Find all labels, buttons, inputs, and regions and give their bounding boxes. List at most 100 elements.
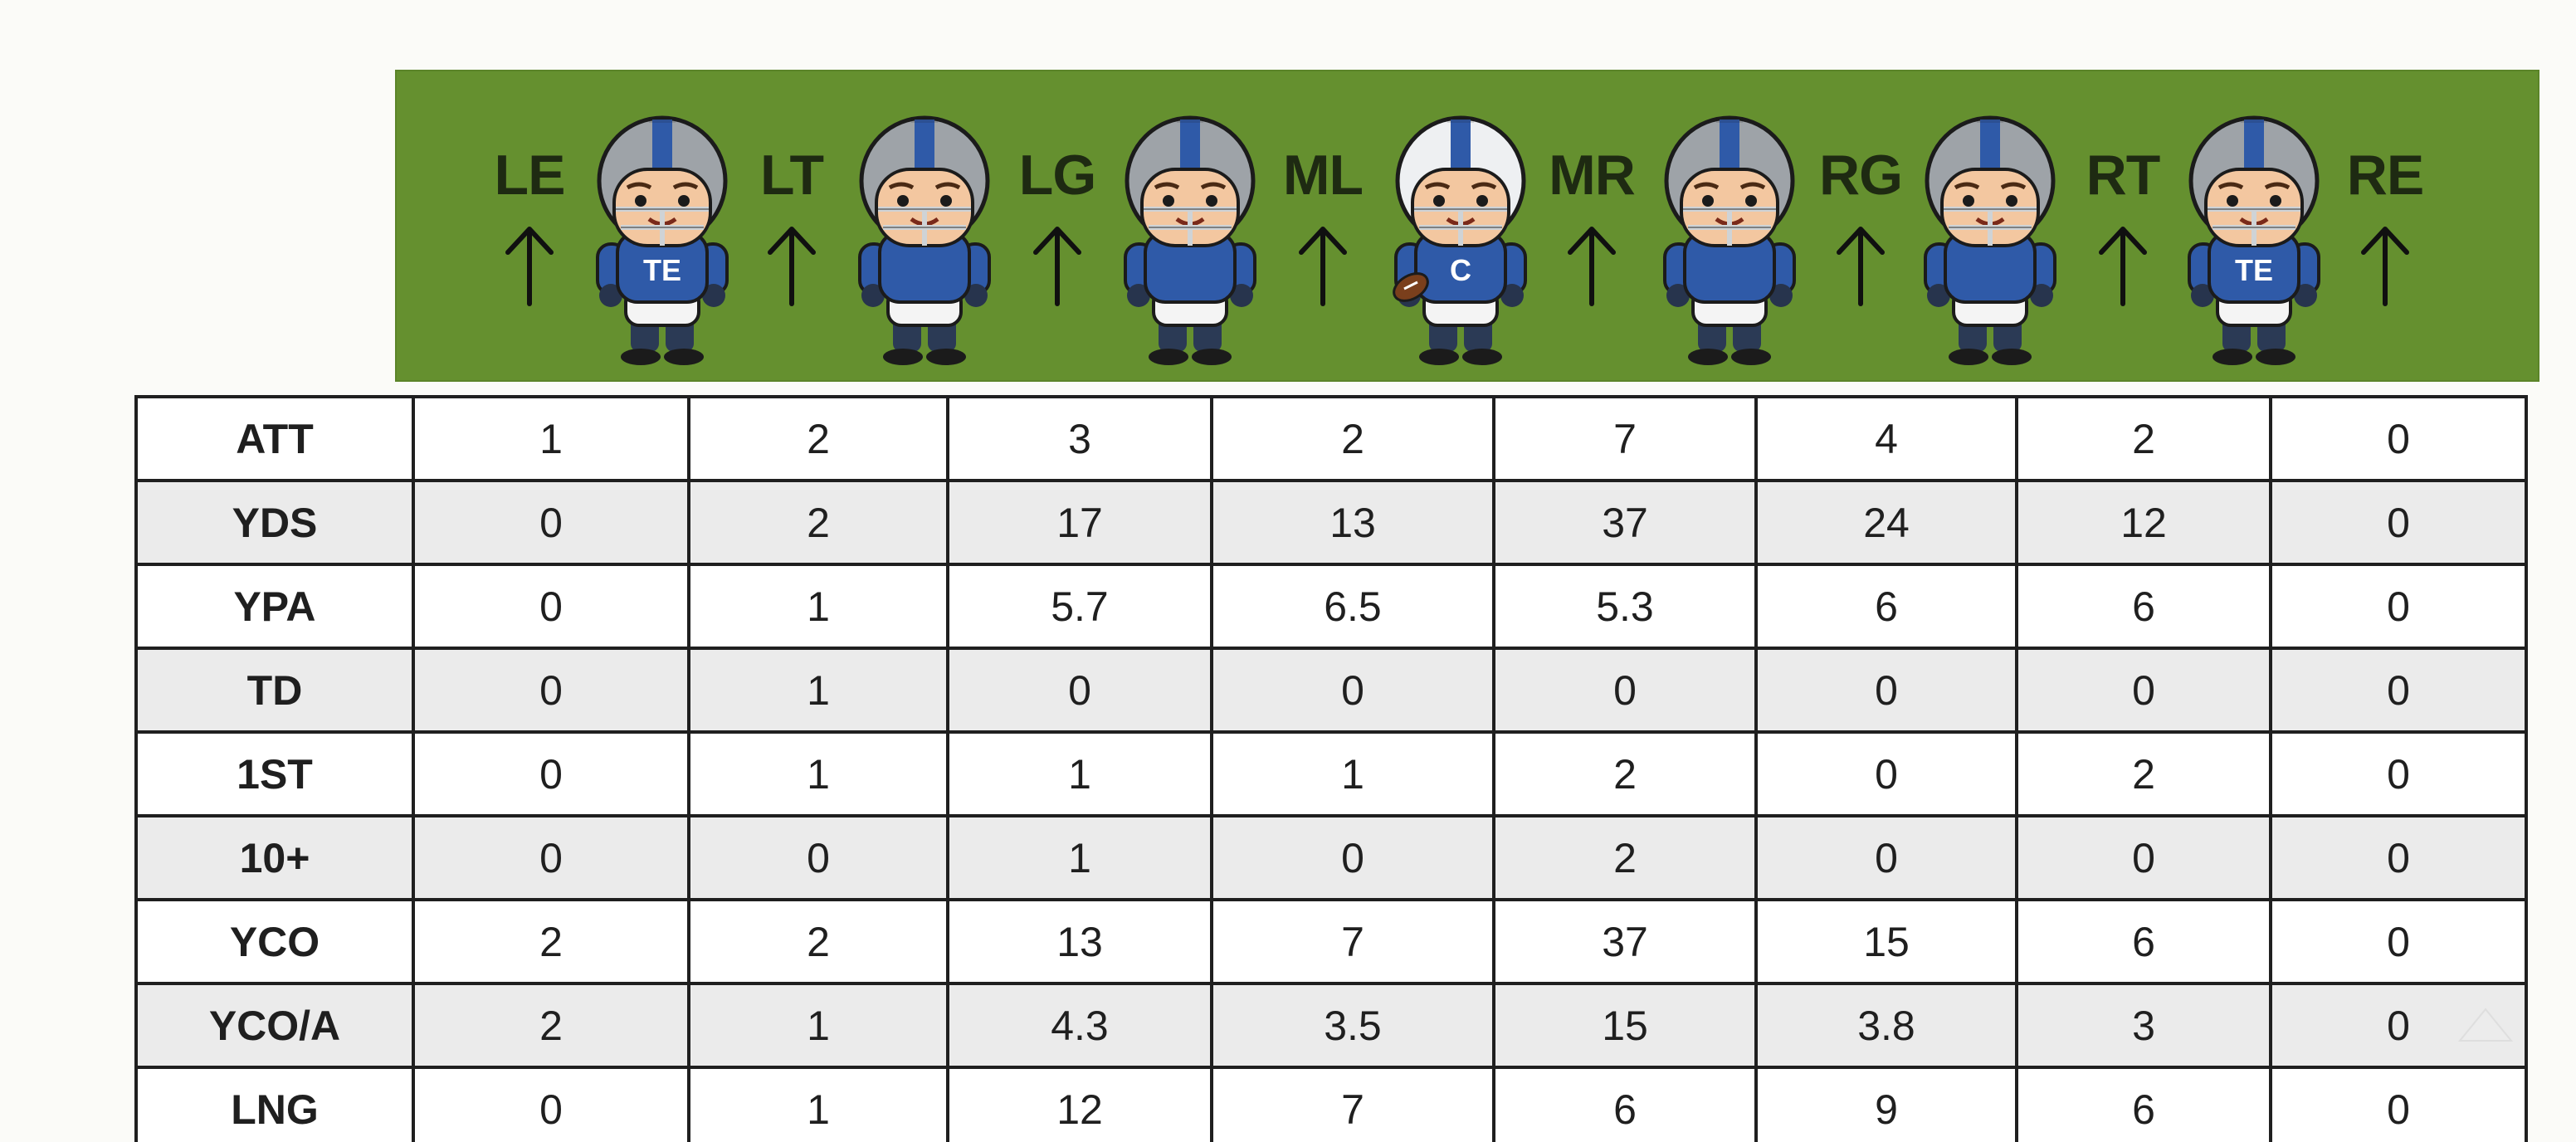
table-cell: 24 bbox=[1754, 479, 2018, 566]
table-cell: 1 bbox=[687, 1066, 949, 1142]
table-cell: 0 bbox=[412, 730, 690, 817]
table-cell: 13 bbox=[946, 898, 1213, 985]
table-cell: 37 bbox=[1492, 898, 1758, 985]
gap-label: MR bbox=[1549, 144, 1636, 207]
table-cell: 5.3 bbox=[1492, 563, 1758, 650]
offensive-line-field: LE LT LG ML MR RG RT RE TE C TE bbox=[395, 70, 2539, 382]
gap-label: LE bbox=[494, 144, 566, 207]
corner-triangle-icon bbox=[2457, 1008, 2514, 1042]
table-cell: 1 bbox=[687, 563, 949, 650]
table-cell: 15 bbox=[1754, 898, 2018, 985]
row-label: LNG bbox=[134, 1066, 415, 1142]
table-cell: 0 bbox=[412, 1066, 690, 1142]
table-cell: 0 bbox=[2269, 563, 2528, 650]
table-cell: 0 bbox=[2015, 814, 2272, 901]
table-cell: 6 bbox=[1492, 1066, 1758, 1142]
gap-stats-table-body: ATT 1 2 3 2 7 4 2 0 YDS 0 2 17 13 37 24 12 0 YPA 0 1 5.7 6.5 5.… bbox=[134, 395, 2528, 1142]
jersey-label: TE bbox=[2235, 253, 2273, 287]
table-cell: 0 bbox=[2269, 395, 2528, 482]
table-cell: 2 bbox=[412, 982, 690, 1069]
up-arrow-icon bbox=[1568, 227, 1616, 306]
table-cell: 12 bbox=[2015, 479, 2272, 566]
table-row: YPA 0 1 5.7 6.5 5.3 6 6 0 bbox=[134, 563, 2528, 650]
table-cell: 0 bbox=[2269, 1066, 2528, 1142]
football-player-icon bbox=[1663, 115, 1796, 365]
table-cell: 0 bbox=[1754, 647, 2018, 734]
table-cell: 1 bbox=[687, 730, 949, 817]
table-cell: 0 bbox=[946, 647, 1213, 734]
table-row: 1ST 0 1 1 1 2 0 2 0 bbox=[134, 730, 2528, 817]
table-row: ATT 1 2 3 2 7 4 2 0 bbox=[134, 395, 2528, 482]
table-cell: 0 bbox=[2015, 647, 2272, 734]
row-label: YCO/A bbox=[134, 982, 415, 1069]
table-cell: 0 bbox=[1492, 647, 1758, 734]
row-label: ATT bbox=[134, 395, 415, 482]
gap-label: ML bbox=[1282, 144, 1364, 207]
up-arrow-icon bbox=[768, 227, 816, 306]
table-cell: 4 bbox=[1754, 395, 2018, 482]
jersey-label: C bbox=[1450, 253, 1471, 287]
football-player-icon: TE bbox=[596, 115, 729, 365]
row-label: 1ST bbox=[134, 730, 415, 817]
table-cell: 7 bbox=[1492, 395, 1758, 482]
table-cell: 0 bbox=[1754, 730, 2018, 817]
table-cell: 0 bbox=[687, 814, 949, 901]
gap-rg: RG bbox=[1794, 70, 1927, 382]
gap-lg: LG bbox=[991, 70, 1124, 382]
table-cell: 2 bbox=[687, 395, 949, 482]
table-cell: 0 bbox=[412, 479, 690, 566]
table-cell: 0 bbox=[1210, 814, 1495, 901]
gap-ml: ML bbox=[1256, 70, 1389, 382]
table-row: LNG 0 1 12 7 6 9 6 0 bbox=[134, 1066, 2528, 1142]
football-player-icon bbox=[1124, 115, 1256, 365]
table-cell: 0 bbox=[412, 563, 690, 650]
table-cell: 3 bbox=[2015, 982, 2272, 1069]
up-arrow-icon bbox=[1299, 227, 1347, 306]
table-cell: 1 bbox=[687, 982, 949, 1069]
gap-label: LG bbox=[1018, 144, 1096, 207]
gap-mr: MR bbox=[1525, 70, 1658, 382]
table-row: YCO 2 2 13 7 37 15 6 0 bbox=[134, 898, 2528, 985]
table-cell: 7 bbox=[1210, 1066, 1495, 1142]
table-cell: 1 bbox=[687, 647, 949, 734]
row-label: YCO bbox=[134, 898, 415, 985]
table-cell: 1 bbox=[946, 730, 1213, 817]
row-label: YDS bbox=[134, 479, 415, 566]
table-cell: 7 bbox=[1210, 898, 1495, 985]
table-cell: 2 bbox=[687, 479, 949, 566]
table-cell: 0 bbox=[412, 814, 690, 901]
table-cell: 6.5 bbox=[1210, 563, 1495, 650]
table-cell: 1 bbox=[1210, 730, 1495, 817]
table-cell: 12 bbox=[946, 1066, 1213, 1142]
football-player-icon: C bbox=[1393, 115, 1527, 365]
row-label: 10+ bbox=[134, 814, 415, 901]
table-cell: 3.8 bbox=[1754, 982, 2018, 1069]
table-row: YDS 0 2 17 13 37 24 12 0 bbox=[134, 479, 2528, 566]
row-label: YPA bbox=[134, 563, 415, 650]
gap-re: RE bbox=[2319, 70, 2452, 382]
table-cell: 6 bbox=[2015, 1066, 2272, 1142]
table-cell: 9 bbox=[1754, 1066, 2018, 1142]
table-cell: 0 bbox=[2269, 479, 2528, 566]
table-cell: 0 bbox=[412, 647, 690, 734]
football-player-icon: TE bbox=[2188, 115, 2320, 365]
row-label: TD bbox=[134, 647, 415, 734]
table-cell: 6 bbox=[1754, 563, 2018, 650]
gap-label: LT bbox=[759, 144, 824, 207]
table-cell: 6 bbox=[2015, 563, 2272, 650]
gap-rt: RT bbox=[2056, 70, 2189, 382]
table-cell: 2 bbox=[2015, 395, 2272, 482]
table-cell: 5.7 bbox=[946, 563, 1213, 650]
jersey-label: TE bbox=[643, 253, 681, 287]
up-arrow-icon bbox=[2361, 227, 2409, 306]
football-player-icon bbox=[1924, 115, 2056, 365]
up-arrow-icon bbox=[2099, 227, 2147, 306]
table-cell: 1 bbox=[946, 814, 1213, 901]
table-cell: 0 bbox=[1754, 814, 2018, 901]
table-cell: 1 bbox=[412, 395, 690, 482]
table-cell: 0 bbox=[2269, 647, 2528, 734]
table-cell: 0 bbox=[1210, 647, 1495, 734]
table-cell: 0 bbox=[2269, 898, 2528, 985]
gap-lt: LT bbox=[725, 70, 858, 382]
